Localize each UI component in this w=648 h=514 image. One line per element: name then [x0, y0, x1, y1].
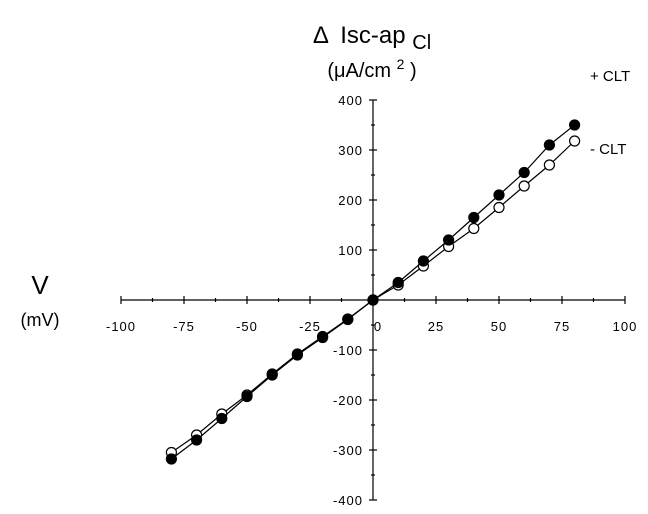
- data-point-plus-clt: [291, 349, 303, 361]
- y-title-delta: Δ: [313, 22, 329, 49]
- data-point-plus-clt: [266, 369, 278, 381]
- x-axis-units: (mV): [21, 310, 60, 330]
- y-tick-label: -200: [333, 393, 363, 408]
- x-tick-label: 100: [613, 319, 638, 334]
- y-title-sub: Cl: [412, 32, 431, 54]
- plot-area: [165, 119, 581, 465]
- data-point-plus-clt: [468, 211, 480, 224]
- y-tick-label: 400: [338, 93, 363, 108]
- data-point-plus-clt: [216, 412, 228, 425]
- data-point-plus-clt: [241, 390, 253, 403]
- data-point-plus-clt: [443, 234, 455, 246]
- y-tick-label: -300: [333, 443, 363, 458]
- data-point-plus-clt: [367, 294, 379, 306]
- y-tick-label: 100: [338, 243, 363, 258]
- data-point-plus-clt: [317, 331, 329, 344]
- x-tick-label: 50: [491, 319, 507, 334]
- series-plus-clt: [165, 119, 581, 465]
- y-units-sup: 2: [397, 56, 405, 72]
- y-tick-label: -100: [333, 343, 363, 358]
- x-tick-label: 25: [428, 319, 444, 334]
- data-point-minus-clt: [518, 180, 530, 192]
- data-point-plus-clt: [417, 255, 429, 267]
- legend: + CLT - CLT: [590, 68, 630, 158]
- data-point-minus-clt: [543, 159, 556, 171]
- y-axis-units: (μA/cm 2 ): [327, 52, 416, 82]
- data-point-plus-clt: [543, 139, 556, 151]
- data-point-plus-clt: [518, 166, 530, 179]
- data-point-plus-clt: [568, 119, 581, 131]
- x-tick-label: 75: [554, 319, 570, 334]
- data-point-minus-clt: [493, 201, 505, 214]
- y-tick-label: 300: [338, 143, 363, 158]
- data-point-plus-clt: [165, 453, 177, 465]
- data-point-minus-clt: [468, 222, 480, 235]
- legend-label-minus-clt: - CLT: [590, 141, 626, 158]
- data-point-plus-clt: [493, 189, 505, 201]
- x-tick-label: -25: [299, 319, 321, 334]
- y-tick-label: -400: [333, 493, 363, 508]
- y-title-main: Isc-ap: [340, 22, 405, 49]
- data-point-plus-clt: [392, 276, 404, 289]
- x-tick-label: -50: [236, 319, 258, 334]
- data-point-plus-clt: [342, 313, 354, 326]
- x-tick-label: -75: [173, 319, 195, 334]
- y-units-suffix: ): [410, 60, 417, 82]
- x-tick-label: -100: [106, 319, 136, 334]
- y-units-prefix: (μA/cm: [327, 60, 391, 82]
- axes: -100 -75 -50 -25 0 25 50 75 100 -400 -300 -200 -100 1…: [106, 93, 638, 508]
- y-axis-title: Δ Isc-ap Cl: [313, 22, 431, 54]
- x-tick-label: 0: [374, 319, 382, 334]
- x-axis-title: V: [31, 270, 49, 300]
- data-point-minus-clt: [568, 135, 581, 147]
- y-tick-label: 200: [338, 193, 363, 208]
- legend-label-plus-clt: + CLT: [590, 68, 630, 85]
- data-point-plus-clt: [191, 434, 203, 446]
